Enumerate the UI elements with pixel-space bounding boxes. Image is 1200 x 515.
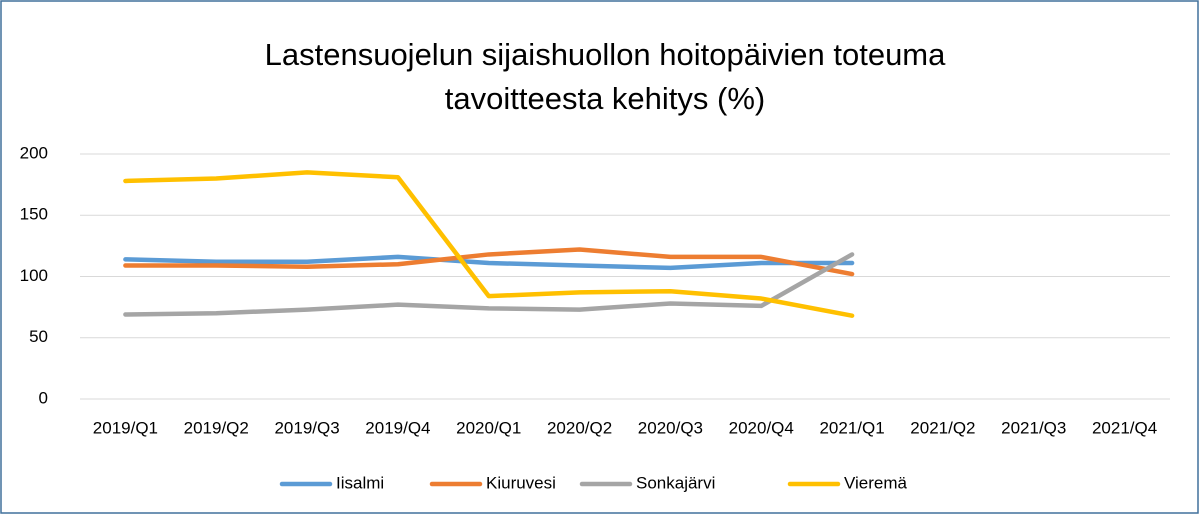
x-tick-label: 2021/Q3 [1001,418,1066,437]
chart-title: tavoitteesta kehitys (%) [445,81,765,116]
legend-label: Vieremä [844,473,908,492]
y-tick-label: 0 [39,388,48,407]
x-tick-label: 2021/Q4 [1092,418,1157,437]
y-tick-label: 150 [20,205,48,224]
x-tick-label: 2021/Q1 [819,418,884,437]
legend-label: Kiuruvesi [486,473,556,492]
x-tick-label: 2021/Q2 [910,418,975,437]
series-line [123,247,855,277]
y-tick-label: 50 [29,327,48,346]
x-tick-label: 2020/Q1 [456,418,521,437]
chart-title: Lastensuojelun sijaishuollon hoitopäivie… [265,37,947,72]
x-tick-label: 2020/Q3 [638,418,703,437]
series-line [123,170,855,318]
x-tick-label: 2020/Q2 [547,418,612,437]
series-line [123,252,855,317]
series-line [123,254,855,271]
legend-label: Iisalmi [336,473,384,492]
legend-label: Sonkajärvi [636,473,715,492]
y-tick-label: 200 [20,143,48,162]
x-tick-label: 2019/Q4 [365,418,430,437]
x-tick-label: 2020/Q4 [729,418,794,437]
y-tick-label: 100 [20,266,48,285]
x-tick-label: 2019/Q1 [93,418,158,437]
x-tick-label: 2019/Q3 [274,418,339,437]
x-tick-label: 2019/Q2 [184,418,249,437]
